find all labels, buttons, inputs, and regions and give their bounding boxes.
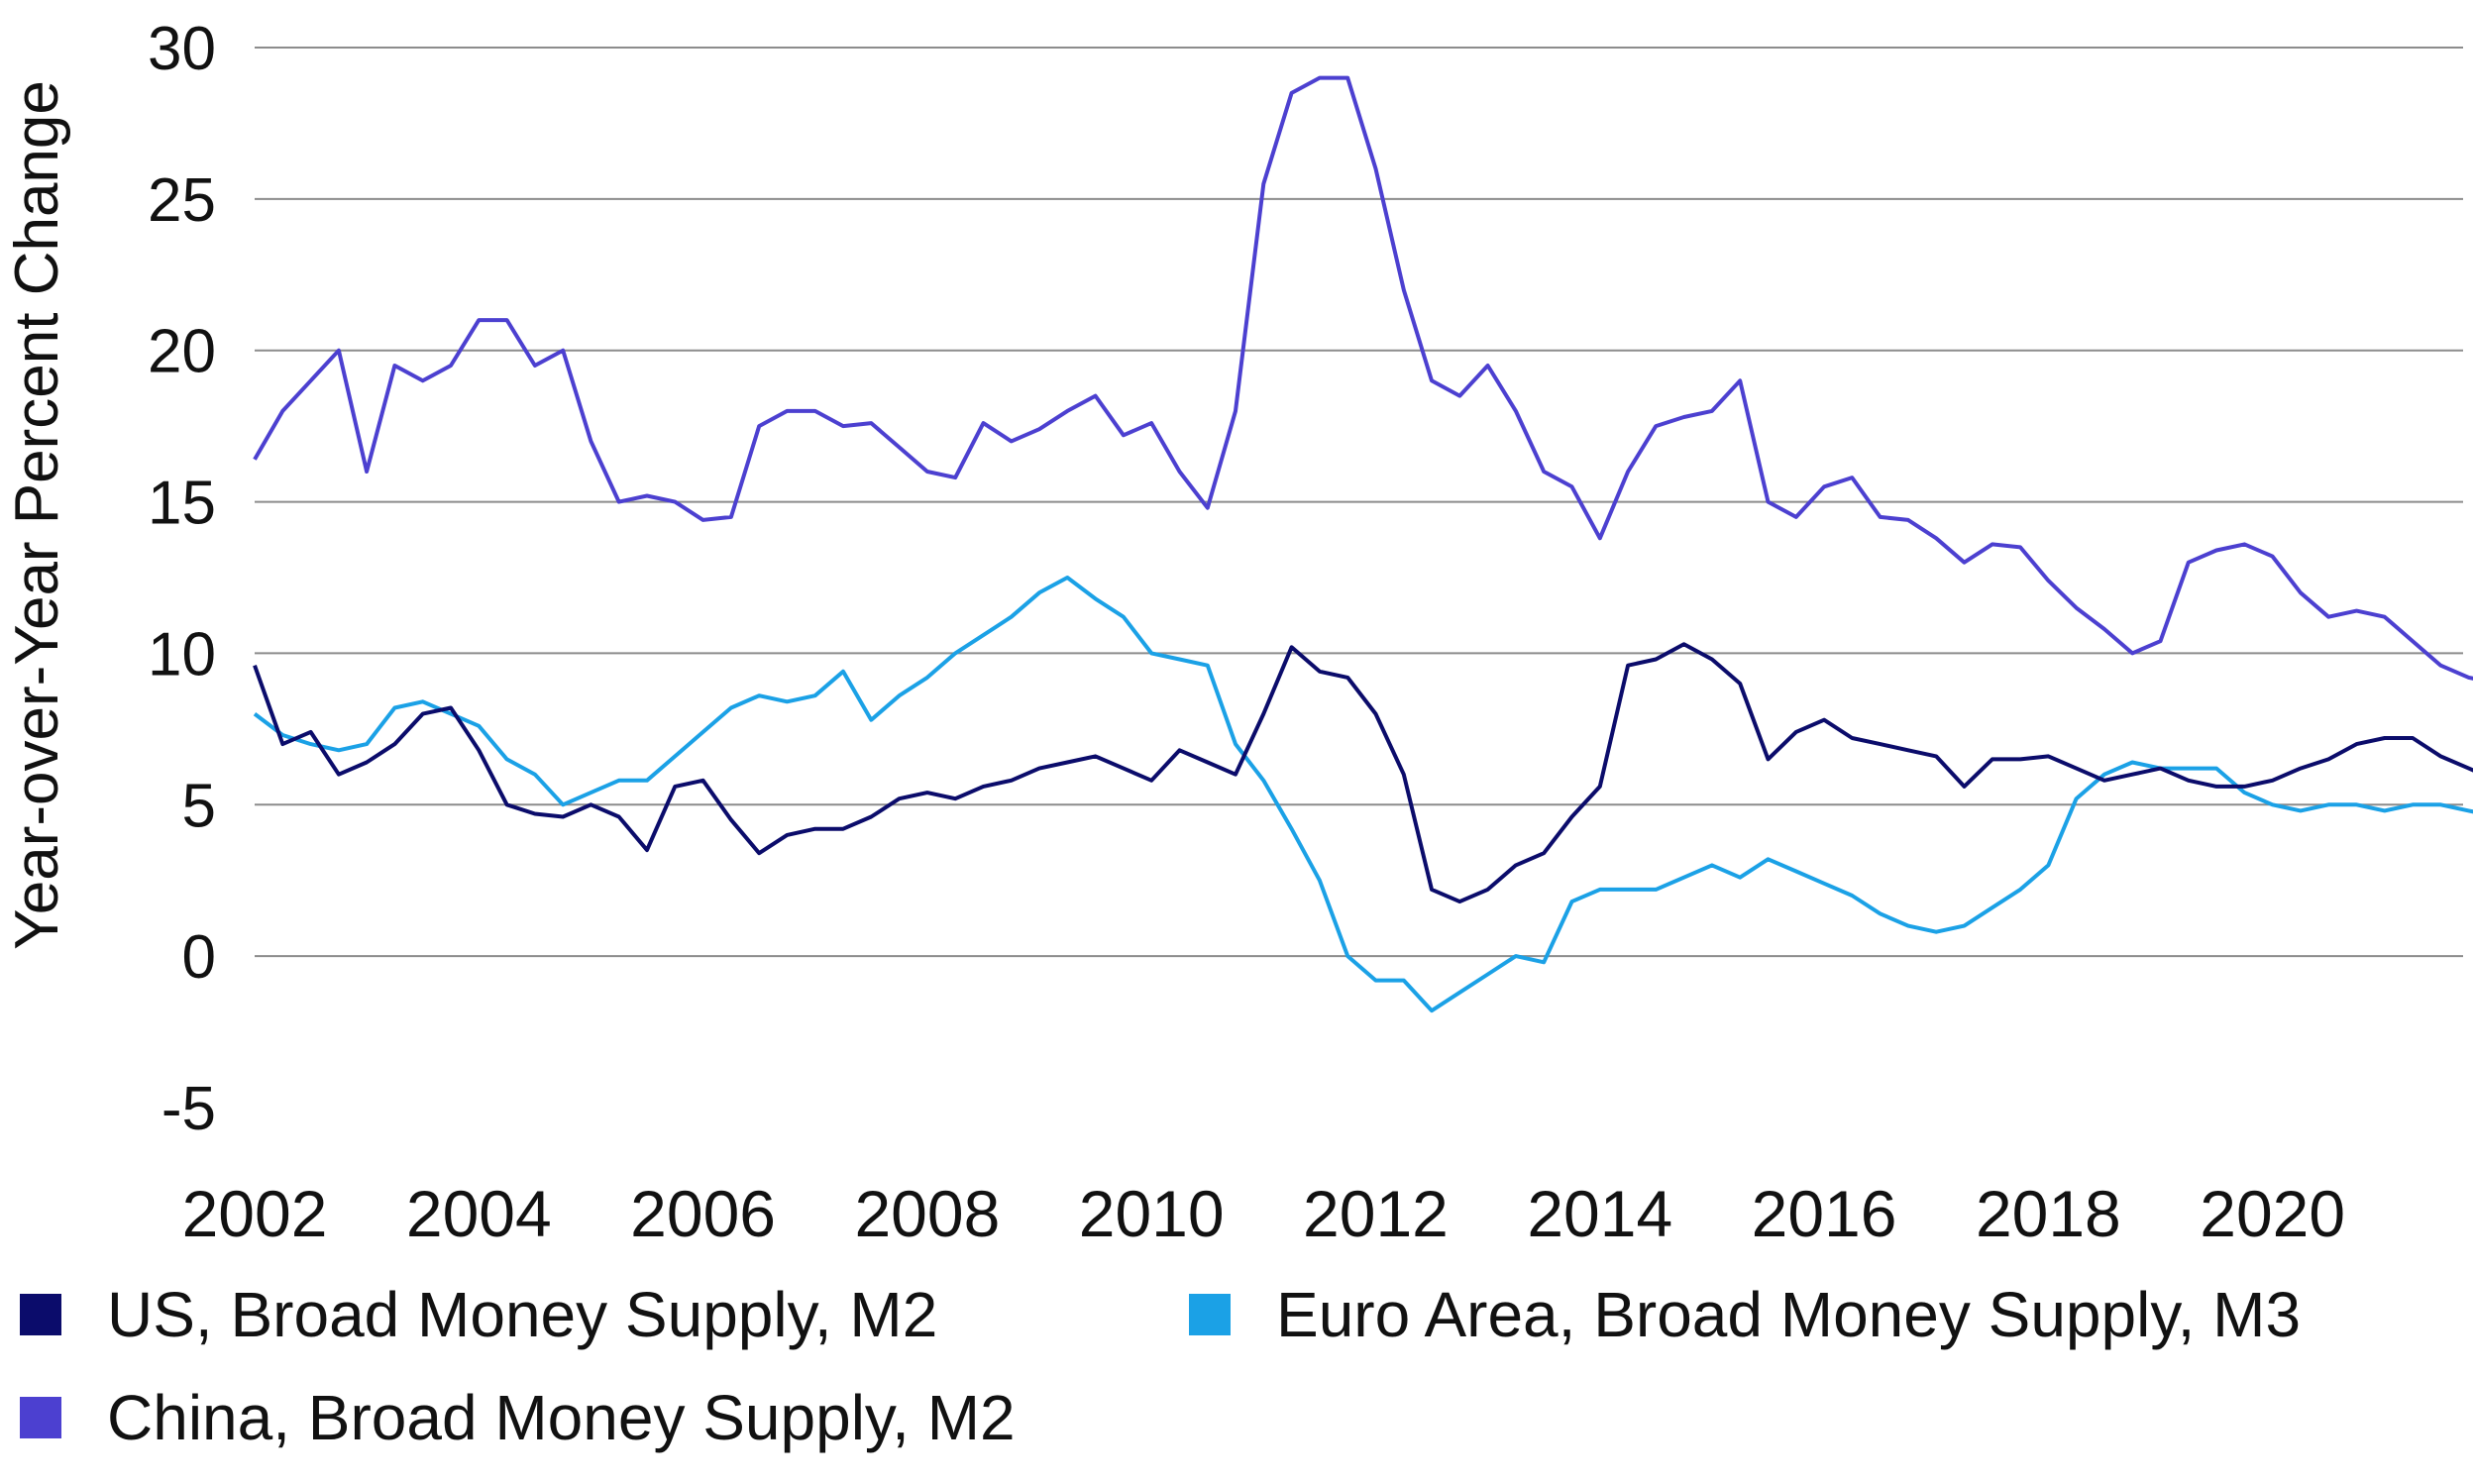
y-axis-tick-labels: 30 25 20 15 10 5 0 -5 (148, 15, 216, 1143)
x-tick-label: 2008 (854, 1177, 1000, 1250)
x-tick-label: 2012 (1303, 1177, 1449, 1250)
y-tick-label: -5 (161, 1075, 216, 1143)
y-tick-label: 5 (182, 772, 216, 840)
y-tick-label: 0 (182, 923, 216, 992)
y-tick-label: 30 (148, 15, 216, 83)
x-tick-label: 2010 (1079, 1177, 1225, 1250)
x-tick-label: 2016 (1752, 1177, 1897, 1250)
x-tick-label: 2018 (1976, 1177, 2121, 1250)
y-tick-label: 15 (148, 470, 216, 538)
x-axis-tick-labels: 2002 2004 2006 2008 2010 2012 2014 2016 2018 2020 (182, 1177, 2345, 1250)
gridlines (255, 47, 2463, 958)
y-tick-label: 25 (148, 166, 216, 235)
legend-item-euro-area: Euro Area, Broad Money Supply, M3 (1189, 1278, 2301, 1351)
series-lines (253, 75, 2473, 1013)
legend-label-euro-area: Euro Area, Broad Money Supply, M3 (1276, 1279, 2302, 1350)
legend: US, Broad Money Supply, M2 Euro Area, Br… (20, 1278, 2457, 1476)
x-tick-label: 2004 (406, 1177, 552, 1250)
x-tick-label: 2020 (2200, 1177, 2345, 1250)
x-tick-label: 2002 (182, 1177, 328, 1250)
series-line-euro-area (253, 576, 2473, 1013)
legend-swatch-euro-area (1189, 1294, 1231, 1335)
series-line-china (253, 75, 2473, 681)
legend-item-us: US, Broad Money Supply, M2 (20, 1278, 937, 1351)
legend-swatch-china (20, 1397, 61, 1438)
legend-item-china: China, Broad Money Supply, M2 (20, 1381, 1016, 1454)
y-tick-label: 20 (148, 318, 216, 386)
legend-label-china: China, Broad Money Supply, M2 (107, 1382, 1016, 1453)
x-tick-label: 2006 (630, 1177, 776, 1250)
legend-label-us: US, Broad Money Supply, M2 (107, 1279, 938, 1350)
x-tick-label: 2014 (1527, 1177, 1672, 1250)
legend-swatch-us (20, 1294, 61, 1335)
y-tick-label: 10 (148, 620, 216, 689)
series-line-us (253, 642, 2473, 904)
y-axis-title: Year-over-Year Percent Change (3, 80, 71, 950)
